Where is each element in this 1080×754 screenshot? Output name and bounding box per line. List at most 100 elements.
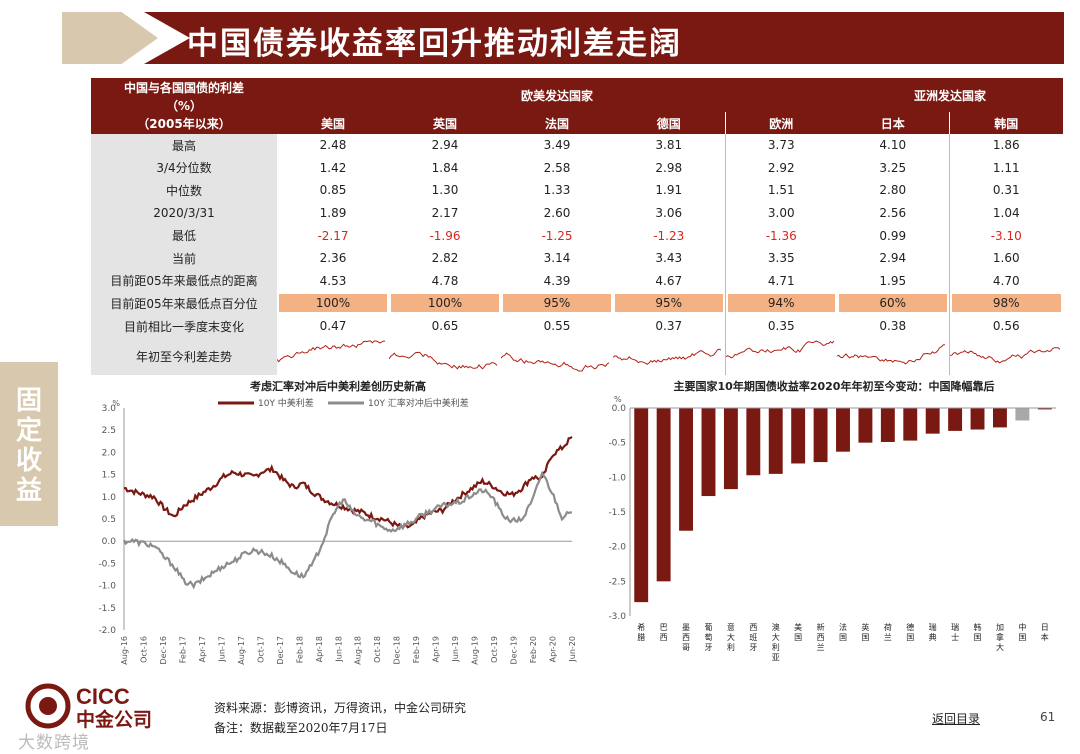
bar [813,408,828,463]
table-cell: 1.84 [431,160,459,175]
bar [992,408,1007,428]
bar [925,408,940,434]
y-tick-label: 0.5 [102,515,116,525]
x-tick-label: Feb-20 [529,636,538,663]
table-cell: 4.71 [724,269,837,293]
header-label-line: 中国与各国国债的利差 [123,81,244,95]
table-cell: 3.43 [655,251,683,266]
row-label: 年初至今利差走势 [91,337,277,376]
x-tick-char: 中 [1018,622,1026,632]
table-row: 目前相比一季度末变化 0.47 0.65 0.55 0.37 0.35 0.38 0.56 [91,314,1063,338]
x-tick-char: 意 [727,622,735,632]
country-header: 韩国 [948,112,1063,134]
x-tick-label: Apr-17 [198,636,207,662]
x-tick-char: 牙 [704,643,712,652]
x-tick-label: Jun-19 [451,636,460,663]
sparkline-cell [837,337,949,375]
side-tab[interactable]: 固定收益 [0,362,58,526]
x-tick-label: 中国 [1018,622,1026,642]
source-notes: 资料来源：彭博资讯，万得资讯，中金公司研究 备注：数据截至2020年7月17日 [214,698,466,738]
cicc-logo: CICC 中金公司 [25,683,152,731]
sparkline-path [389,352,497,370]
spread-table: 中国与各国国债的利差 （%） （2005年以来） 欧美发达国家 亚洲发达国家 美国 英国 法国… [91,78,1063,376]
table-cell: 100% [277,292,389,315]
series-line [123,436,573,531]
table-cell: 1.86 [948,134,1063,157]
country-header: 法国 [501,112,613,134]
y-tick-label: -1.5 [608,508,626,518]
table-cell: 1.11 [948,156,1063,180]
x-tick-label: 荷兰 [884,622,892,642]
bar [970,408,985,430]
table-row: 最高 2.48 2.94 3.49 3.81 3.73 4.10 1.86 [91,134,1063,157]
x-tick-char: 韩 [974,622,982,632]
line-chart-svg: 考虑汇率对冲后中美利差创历史新高 10Y 中美利差 10Y 汇率对冲后中美利差%3.… [98,379,577,665]
chart-title: 主要国家10年期国债收益率2020年年初至今变动：中国降幅靠后 [674,379,995,393]
table-cell: -1.25 [541,228,573,243]
table-cell: 0.65 [431,319,459,334]
table-cell: 95% [501,292,613,315]
svg-text:CICC: CICC [76,684,130,709]
note-text: 备注：数据截至2020年7月17日 [214,721,388,735]
table-cell: 98% [948,292,1063,315]
table-cell: 2.92 [724,156,837,180]
table-cell: -1.96 [429,228,461,243]
y-tick-label: 1.0 [102,493,117,503]
x-tick-char: 本 [1041,632,1049,642]
x-tick-char: 大 [996,642,1004,652]
row-label: 目前距05年来最低点的距离 [91,269,277,293]
y-tick-label: 0.0 [102,537,117,547]
bar [791,408,806,464]
x-tick-label: Dec-16 [159,636,168,665]
y-tick-label: 3.0 [102,404,117,414]
table-cell: 3.14 [543,251,571,266]
x-tick-label: Apr-20 [549,636,558,662]
bar [858,408,873,443]
chart-title: 考虑汇率对冲后中美利差创历史新高 [250,379,426,393]
row-label: 最高 [91,134,277,157]
x-tick-label: Jun-20 [568,636,577,663]
x-tick-char: 班 [749,632,757,642]
x-tick-label: Dec-17 [276,636,285,665]
sparkline-cell [724,337,837,376]
x-tick-char: 国 [974,633,982,642]
x-tick-char: 墨 [682,623,690,632]
x-tick-label: Oct-17 [256,636,265,663]
watermark: 大数跨境 [18,733,90,753]
x-tick-label: Jun-18 [334,636,343,663]
sparkline [277,340,385,363]
table-cell: 3.35 [724,246,837,270]
table-cell: 2.80 [879,183,907,198]
legend-label: 10Y 汇率对冲后中美利差 [368,397,469,409]
x-tick-char: 牙 [749,643,757,652]
sparkline [949,347,1060,364]
x-tick-char: 萄 [704,632,712,642]
chart-yield-change: 主要国家10年期国债收益率2020年年初至今变动：中国降幅靠后% 0.0 -0.5 -… [604,378,1064,673]
table-cell: -1.23 [653,228,685,243]
table-cell: 0.35 [724,314,837,338]
row-label: 3/4分位数 [91,156,277,180]
x-tick-char: 典 [929,632,937,642]
bar [656,408,671,582]
x-tick-label: 瑞典 [929,622,937,642]
table-cell: 4.70 [948,269,1063,293]
bar-chart-svg: 主要国家10年期国债收益率2020年年初至今变动：中国降幅靠后%0.0 -0.5 -… [608,379,1056,662]
back-to-toc-link[interactable]: 返回目录 [932,712,981,726]
table-cell: 0.56 [948,314,1063,338]
y-unit: % [614,395,622,404]
x-tick-label: Feb-19 [412,636,421,663]
table-cell: 0.47 [319,319,347,334]
x-tick-char: 兰 [817,642,825,652]
x-tick-label: 西班牙 [749,623,757,652]
table-cell: 1.04 [948,201,1063,225]
table-row: 目前距05年来最低点的距离 4.53 4.78 4.39 4.67 4.71 1.95 4.7… [91,269,1063,293]
x-tick-char: 葡 [704,622,712,632]
sparkline-cell [613,337,725,375]
chart-cn-us-spread: 考虑汇率对冲后中美利差创历史新高 10Y 中美利差 10Y 汇率对冲后中美利差% 3.… [88,378,588,673]
x-tick-label: 澳大利亚 [772,622,780,662]
x-tick-char: 瑞 [951,622,959,632]
bar [903,408,918,441]
sparkline-path [501,352,609,372]
x-tick-char: 日 [1041,623,1049,632]
bar [701,408,716,497]
